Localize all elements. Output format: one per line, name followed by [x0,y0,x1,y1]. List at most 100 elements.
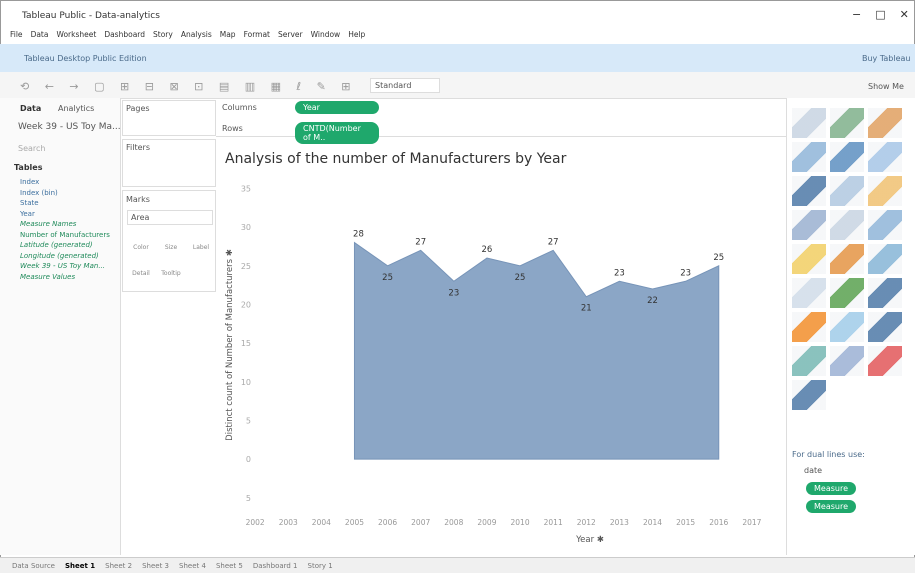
sheet-tab[interactable]: Sheet 4 [179,561,206,570]
y-tick-label: 5 [246,416,251,425]
chart-type-icon[interactable] [792,380,826,410]
sheet-tab[interactable]: Sheet 1 [64,561,96,570]
chart-type-icon[interactable] [792,176,826,206]
menu-item[interactable]: Server [278,30,303,39]
search[interactable]: Search [18,144,46,153]
fit-select[interactable]: Standard [370,78,440,93]
data-source[interactable]: Week 39 - US Toy Ma... [18,122,121,132]
data-tab[interactable]: Data [20,104,42,113]
chart-type-icon[interactable] [792,108,826,138]
chart-type-icon[interactable] [792,210,826,240]
analytics-tab[interactable]: Analytics [58,104,95,113]
sheet-tab[interactable]: Sheet 2 [105,561,133,570]
x-tick-label: 2017 [742,518,761,527]
edition: Tableau Desktop Public Edition [24,54,147,63]
chart-type-icon[interactable] [868,312,902,342]
sheet-tab[interactable]: Dashboard 1 [252,561,298,570]
field[interactable]: Measure Values [20,272,76,281]
chart-type-icon[interactable] [792,244,826,274]
y-tick-label: 5 [246,494,251,503]
chart-type-icon[interactable] [792,312,826,342]
menu-item[interactable]: Story [153,30,173,39]
field[interactable]: Week 39 - US Toy Man... [20,262,105,270]
chart-type-icon[interactable] [830,108,864,138]
toolbar [0,72,915,99]
x-tick-label: 2013 [610,518,629,527]
field[interactable]: Latitude (generated) [20,241,93,249]
menu-item[interactable]: Analysis [180,30,212,39]
y-tick-label: 20 [241,300,251,309]
chart-type-icon[interactable] [792,278,826,308]
chart-type-icon[interactable] [868,244,902,274]
columns-pill[interactable]: Year [295,101,379,114]
chart-type-icon[interactable] [868,176,902,206]
chart-type-icon[interactable] [792,346,826,376]
chart-type-icon[interactable] [868,346,902,376]
window-controls[interactable]: − □ ✕ [852,8,909,21]
chart-type-icon[interactable] [830,312,864,342]
chart-type-icon[interactable] [868,278,902,308]
sheet-tab[interactable]: Sheet 3 [142,561,170,570]
chart-type-icon[interactable] [830,346,864,376]
menu-item[interactable]: Map [219,30,236,39]
data-label: 26 [482,245,493,255]
chart-type-icon[interactable] [830,278,864,308]
y-tick-label: 30 [241,223,251,232]
mark-type[interactable]: Area [127,210,213,225]
field[interactable]: Year [20,209,35,218]
chart-type-icon[interactable] [830,176,864,206]
menu-item[interactable]: Window [310,30,341,39]
data-label: 25 [382,273,393,283]
menu-item[interactable]: Dashboard [104,30,146,39]
x-tick-label: 2014 [643,518,662,527]
x-tick-label: 2016 [709,518,728,527]
chart-type-icon[interactable] [868,142,902,172]
data-label: 23 [448,288,459,298]
chart-type-icon[interactable] [830,210,864,240]
menu-item[interactable]: Data [30,30,49,39]
menu-item[interactable]: Help [348,30,366,39]
chart-type-icon[interactable] [830,244,864,274]
mark-button[interactable]: Detail [132,270,150,277]
field[interactable]: Index (bin) [20,188,58,197]
x-tick-label: 2005 [345,518,364,527]
rows-pill[interactable]: CNTD(Number of M.. [295,122,379,144]
mark-button[interactable]: Size [164,244,178,251]
chart-gallery [792,108,908,410]
sheet-tab[interactable]: Story 1 [307,561,333,570]
mark-button[interactable]: Tooltip [161,270,181,277]
chart-type-icon[interactable] [868,210,902,240]
x-tick-label: 2010 [511,518,530,527]
field[interactable]: Longitude (generated) [20,251,99,260]
chart-type-icon[interactable] [830,142,864,172]
menu-item[interactable]: Worksheet [56,30,97,39]
x-tick-label: 2009 [477,518,496,527]
pages-card [122,100,216,136]
field[interactable]: Measure Names [20,220,77,228]
date-field: date [804,466,823,475]
chart-type-icon[interactable] [792,142,826,172]
toolbar-icons[interactable]: ⟲ ← → ▢ ⊞ ⊟ ⊠ ⊡ ▤ ▥ ▦ ℓ ✎ ⊞ [20,80,357,93]
buy-link[interactable]: Buy Tableau [862,54,911,63]
show-me-button[interactable]: Show Me [868,82,904,91]
field[interactable]: State [20,199,39,207]
menu-item[interactable]: Format [243,30,270,39]
data-label: 23 [680,268,691,278]
field[interactable]: Number of Manufacturers [20,230,110,239]
sheet-tab[interactable]: Data Source [12,561,55,570]
x-tick-label: 2007 [411,518,430,527]
field-list: Index Index (bin) State Year Measure Names Nu… [20,178,110,283]
mark-button[interactable]: Label [192,244,210,251]
y-tick-label: 15 [241,339,251,348]
chart-type-icon[interactable] [868,108,902,138]
x-tick-label: 2011 [544,518,563,527]
y-tick-label: 35 [241,184,251,193]
x-tick-label: 2002 [246,518,265,527]
chart-title: Analysis of the number of Manufacturers … [225,151,567,167]
y-axis-label: Distinct count of Number of Manufacturer… [225,249,235,441]
mark-button[interactable]: Color [133,244,149,251]
window-title: Tableau Public - Data-analytics [22,11,160,21]
field[interactable]: Index [20,178,40,186]
sheet-tab[interactable]: Sheet 5 [215,561,243,570]
menu-item[interactable]: File [10,30,23,39]
